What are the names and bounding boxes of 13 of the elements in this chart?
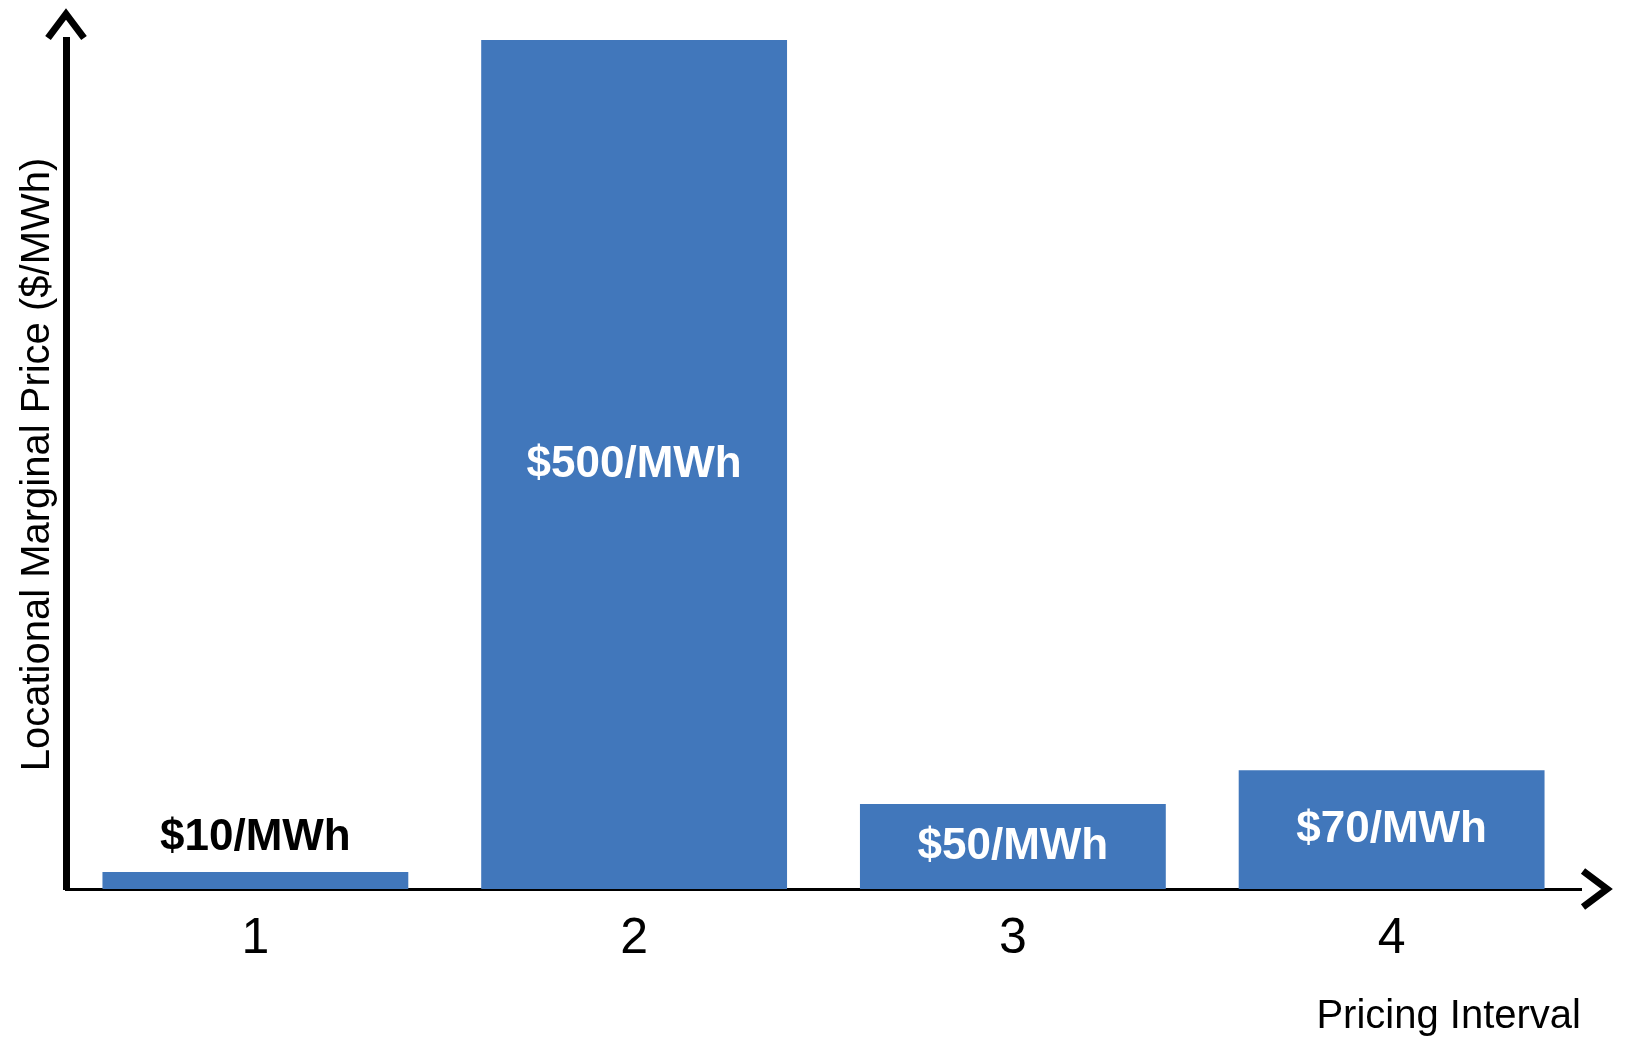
bar <box>1238 770 1545 889</box>
x-tick-label: 3 <box>998 907 1027 964</box>
x-tick-label: 1 <box>241 907 270 964</box>
data-label: $50/MWh <box>917 818 1109 868</box>
x-tick-label: 2 <box>620 907 649 964</box>
x-axis-title: Pricing Interval <box>1316 992 1581 1037</box>
bar <box>481 40 788 889</box>
x-tick-label: 4 <box>1377 907 1406 964</box>
data-label: $500/MWh <box>526 436 742 486</box>
data-label: $10/MWh <box>160 810 351 860</box>
bar <box>102 872 409 889</box>
data-label: $70/MWh <box>1296 801 1487 851</box>
y-axis-title: Locational Marginal Price ($/MWh) <box>13 157 58 772</box>
